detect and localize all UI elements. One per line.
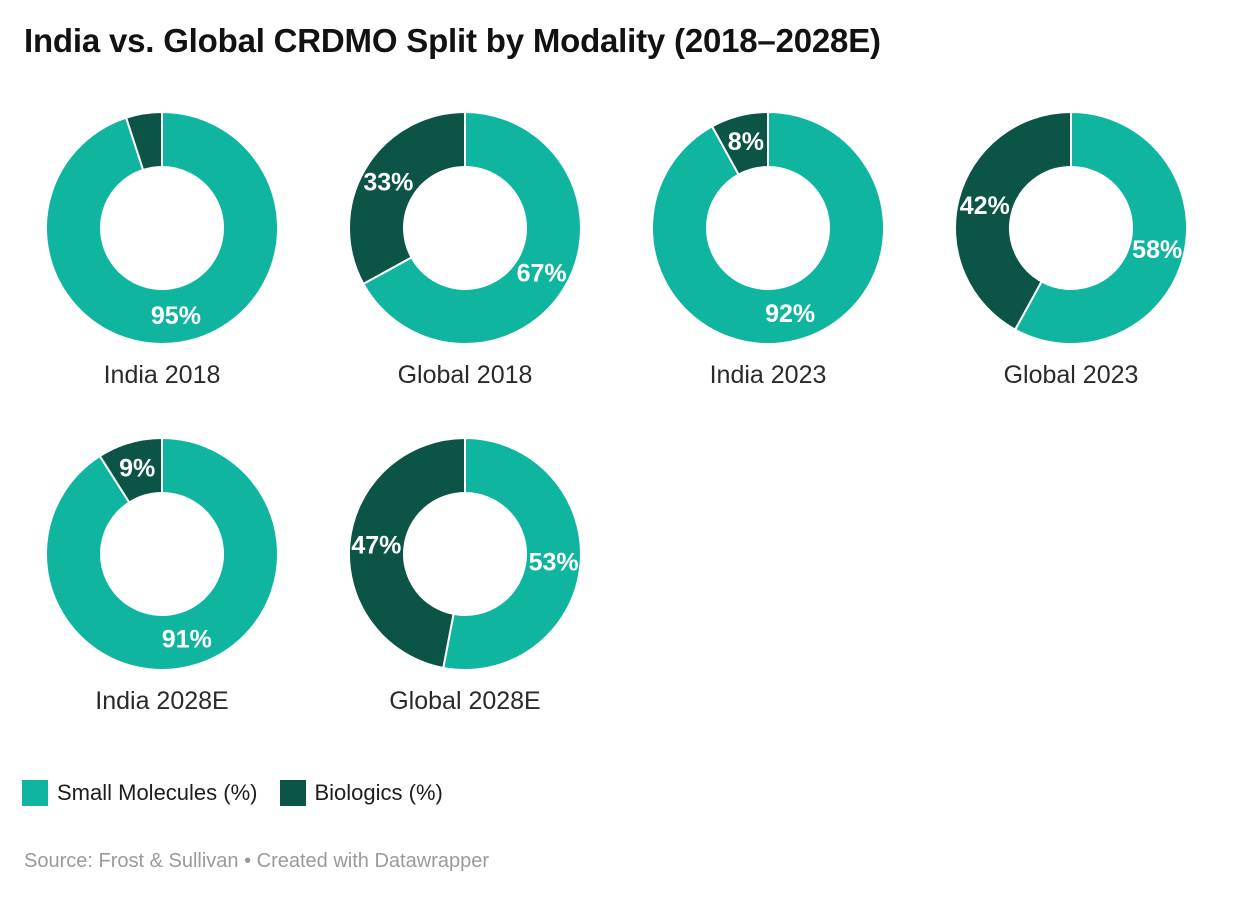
- donut-label: Global 2018: [397, 360, 533, 389]
- donut-slice-small-molecules: [651, 110, 885, 345]
- slice-value-label: 47%: [351, 532, 401, 560]
- donut-chart: 92% 8% India 2023: [650, 110, 886, 390]
- slice-value-label: 33%: [363, 169, 413, 197]
- slice-value-label: 53%: [529, 548, 579, 576]
- donut-slice-small-molecules: [442, 436, 582, 671]
- donut-slice-biologics: [954, 110, 1072, 331]
- slice-value-label: 42%: [960, 192, 1010, 220]
- donut-svg: 91% 9%: [44, 436, 279, 671]
- donut-chart: 95% India 2018: [44, 110, 280, 390]
- donut-chart: 58% 42% Global 2023: [953, 110, 1189, 390]
- slice-value-label: 95%: [151, 302, 201, 330]
- donut-label: India 2018: [103, 360, 221, 389]
- donut-slice-biologics: [125, 110, 163, 171]
- legend-item-small-molecules: Small Molecules (%): [22, 779, 258, 806]
- legend-label: Biologics (%): [314, 779, 443, 805]
- donut-svg: 92% 8%: [651, 110, 885, 345]
- slice-value-label: 9%: [119, 454, 155, 482]
- page-title: India vs. Global CRDMO Split by Modality…: [24, 22, 881, 59]
- donut-slice-biologics: [347, 436, 466, 669]
- legend: Small Molecules (%) Biologics (%): [22, 779, 1212, 806]
- donut-chart: 53% 47% Global 2028E: [347, 436, 583, 716]
- donut-svg: 58% 42%: [954, 110, 1188, 345]
- donut-slice-biologics: [711, 110, 769, 176]
- legend-label: Small Molecules (%): [57, 779, 258, 805]
- legend-item-biologics: Biologics (%): [279, 779, 443, 806]
- donut-slice-small-molecules: [45, 110, 279, 345]
- donut-svg: 53% 47%: [347, 436, 582, 671]
- donut-slice-biologics: [98, 436, 163, 504]
- donut-svg: 67% 33%: [348, 110, 582, 345]
- donut-slice-small-molecules: [44, 436, 279, 671]
- donut-label: India 2028E: [95, 686, 229, 715]
- donut-slice-biologics: [348, 110, 466, 285]
- donut-grid: 95% India 2018 67% 33% Global 2018 92% 8% …: [44, 110, 1212, 716]
- donut-label: Global 2023: [1003, 360, 1139, 389]
- slice-value-label: 91%: [162, 625, 212, 653]
- donut-chart: 91% 9% India 2028E: [44, 436, 280, 716]
- slice-value-label: 92%: [765, 300, 815, 328]
- donut-slice-small-molecules: [362, 110, 582, 345]
- donut-svg: 95%: [45, 110, 279, 345]
- slice-value-label: 58%: [1132, 236, 1182, 264]
- donut-label: India 2023: [709, 360, 827, 389]
- slice-value-label: 8%: [728, 128, 764, 156]
- source-attribution: Source: Frost & Sullivan • Created with …: [24, 849, 489, 872]
- donut-slice-small-molecules: [1014, 110, 1188, 345]
- donut-label: Global 2028E: [389, 686, 541, 715]
- donut-chart: 67% 33% Global 2018: [347, 110, 583, 390]
- slice-value-label: 67%: [517, 259, 567, 287]
- biologics-swatch-icon: [279, 779, 306, 806]
- small-molecules-swatch-icon: [22, 779, 48, 806]
